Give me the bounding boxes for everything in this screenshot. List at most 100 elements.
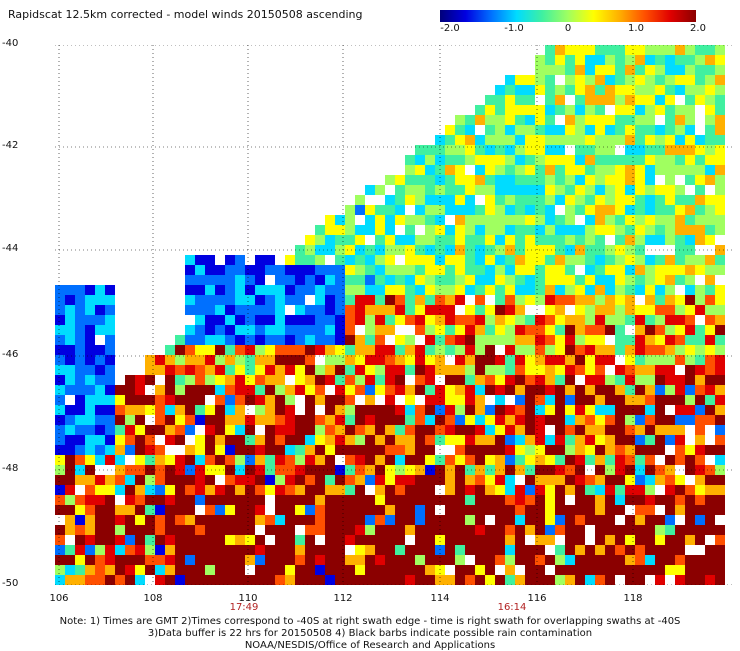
heatmap-cell xyxy=(395,375,405,385)
heatmap-cell xyxy=(525,385,535,395)
heatmap-cell xyxy=(495,235,505,245)
heatmap-cell xyxy=(345,255,355,265)
heatmap-cell xyxy=(485,225,495,235)
heatmap-cell xyxy=(665,485,675,495)
heatmap-cell xyxy=(385,515,395,525)
heatmap-cell xyxy=(55,435,65,445)
heatmap-cell xyxy=(275,375,285,385)
heatmap-cell xyxy=(425,405,435,415)
heatmap-cell xyxy=(385,245,395,255)
heatmap-cell xyxy=(495,155,505,165)
heatmap-cell xyxy=(455,215,465,225)
heatmap-cell xyxy=(235,285,245,295)
heatmap-cell xyxy=(465,525,475,535)
heatmap-cell xyxy=(455,545,465,555)
heatmap-cell xyxy=(605,565,615,575)
heatmap-cell xyxy=(595,545,605,555)
heatmap-cell xyxy=(695,165,705,175)
heatmap-cell xyxy=(705,135,715,145)
heatmap-cell xyxy=(145,545,155,555)
heatmap-cell xyxy=(105,505,115,515)
heatmap-cell xyxy=(395,205,405,215)
heatmap-cell xyxy=(105,405,115,415)
heatmap-cell xyxy=(275,575,285,585)
heatmap-cell xyxy=(285,505,295,515)
heatmap-cell xyxy=(455,195,465,205)
heatmap-cell xyxy=(185,265,195,275)
heatmap-cell xyxy=(365,335,375,345)
heatmap-cell xyxy=(345,435,355,445)
heatmap-cell xyxy=(465,505,475,515)
heatmap-cell xyxy=(715,305,725,315)
heatmap-cell xyxy=(625,125,635,135)
heatmap-cell xyxy=(625,365,635,375)
heatmap-cell xyxy=(685,415,695,425)
heatmap-cell xyxy=(675,355,685,365)
heatmap-cell xyxy=(245,315,255,325)
heatmap-cell xyxy=(655,515,665,525)
heatmap-cell xyxy=(295,455,305,465)
heatmap-cell xyxy=(415,375,425,385)
heatmap-cell xyxy=(475,355,485,365)
heatmap-cell xyxy=(705,195,715,205)
heatmap-cell xyxy=(675,55,685,65)
heatmap-cell xyxy=(675,475,685,485)
heatmap-cell xyxy=(395,425,405,435)
heatmap-cell xyxy=(95,365,105,375)
heatmap-cell xyxy=(395,365,405,375)
heatmap-cell xyxy=(705,105,715,115)
heatmap-cell xyxy=(675,85,685,95)
heatmap-cell xyxy=(625,145,635,155)
heatmap-cell xyxy=(105,575,115,585)
heatmap-cell xyxy=(265,295,275,305)
heatmap-cell xyxy=(105,425,115,435)
heatmap-cell xyxy=(395,185,405,195)
heatmap-cell xyxy=(175,385,185,395)
heatmap-cell xyxy=(595,325,605,335)
heatmap-cell xyxy=(215,445,225,455)
heatmap-cell xyxy=(415,525,425,535)
heatmap-cell xyxy=(265,515,275,525)
heatmap-cell xyxy=(105,515,115,525)
heatmap-cell xyxy=(115,425,125,435)
heatmap-cell xyxy=(135,385,145,395)
heatmap-cell xyxy=(245,455,255,465)
heatmap-cell xyxy=(575,395,585,405)
heatmap-cell xyxy=(395,405,405,415)
heatmap-cell xyxy=(85,425,95,435)
heatmap-cell xyxy=(285,555,295,565)
heatmap-cell xyxy=(175,575,185,585)
heatmap-cell xyxy=(245,475,255,485)
heatmap-cell xyxy=(605,85,615,95)
heatmap-cell xyxy=(415,165,425,175)
heatmap-cell xyxy=(475,265,485,275)
heatmap-cell xyxy=(195,475,205,485)
heatmap-cell xyxy=(235,445,245,455)
heatmap-cell xyxy=(145,435,155,445)
heatmap-cell xyxy=(115,505,125,515)
heatmap-cell xyxy=(155,535,165,545)
heatmap-cell xyxy=(385,465,395,475)
note-line-2: 3)Data buffer is 22 hrs for 20150508 4) … xyxy=(147,628,593,639)
heatmap-cell xyxy=(215,455,225,465)
heatmap-cell xyxy=(145,455,155,465)
heatmap-cell xyxy=(185,335,195,345)
heatmap-cell xyxy=(555,125,565,135)
heatmap-cell xyxy=(305,405,315,415)
heatmap-cell xyxy=(645,125,655,135)
heatmap-cell xyxy=(95,505,105,515)
heatmap-cell xyxy=(575,135,585,145)
heatmap-cell xyxy=(145,505,155,515)
heatmap-cell xyxy=(335,415,345,425)
heatmap-cell xyxy=(545,75,555,85)
heatmap-cell xyxy=(215,535,225,545)
heatmap-cell xyxy=(415,455,425,465)
heatmap-cell xyxy=(575,275,585,285)
heatmap-cell xyxy=(95,545,105,555)
heatmap-cell xyxy=(495,445,505,455)
heatmap-cell xyxy=(695,85,705,95)
heatmap-cell xyxy=(175,405,185,415)
heatmap-cell xyxy=(535,315,545,325)
heatmap-cell xyxy=(155,455,165,465)
heatmap-cell xyxy=(625,545,635,555)
